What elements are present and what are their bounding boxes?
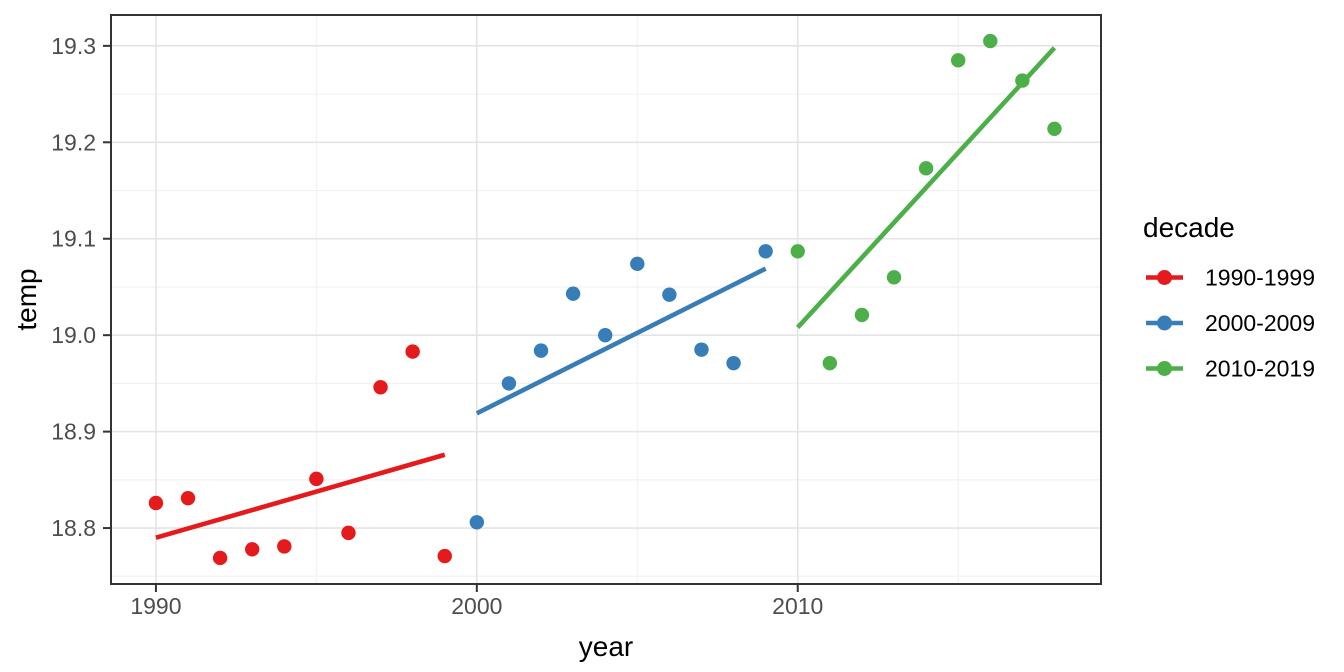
data-point <box>277 539 292 554</box>
data-point <box>597 327 613 343</box>
gridlines-major <box>111 15 1101 584</box>
data-point <box>437 548 452 564</box>
data-point <box>244 542 260 557</box>
axis-tick-labels: 1990 2000 2010 18.8 18.9 19.0 19.1 19.2 19.3 <box>51 33 823 619</box>
data-point <box>854 307 870 323</box>
legend-key-dot <box>1157 315 1172 331</box>
data-point <box>790 244 805 259</box>
legend-key-dot <box>1157 270 1172 285</box>
y-tick-label: 19.1 <box>51 226 96 252</box>
y-tick-label: 19.3 <box>51 33 96 59</box>
trend-line <box>155 452 446 540</box>
series-2000-2009 <box>469 244 773 530</box>
data-point <box>983 33 998 49</box>
legend-key-dot <box>1157 361 1172 376</box>
data-point <box>1047 121 1062 136</box>
data-point <box>886 270 902 285</box>
trend-line <box>475 266 767 416</box>
gridlines-minor <box>111 15 1101 584</box>
legend-entry-label: 2000-2009 <box>1205 310 1315 336</box>
data-point <box>694 342 709 357</box>
trend-line <box>796 46 1057 330</box>
x-tick-label: 2010 <box>772 593 823 619</box>
data-point <box>469 515 485 530</box>
x-tick-label: 2000 <box>451 593 502 619</box>
y-tick-label: 18.8 <box>51 515 96 541</box>
data-point <box>309 471 324 487</box>
data-point <box>373 380 388 395</box>
data-point <box>341 525 356 541</box>
series-layer <box>148 33 1062 566</box>
x-axis-title: year <box>579 631 633 662</box>
legend-entry-2000-2009: 2000-2009 <box>1146 310 1315 336</box>
y-tick-label: 19.2 <box>51 129 96 155</box>
legend-title: decade <box>1143 212 1235 243</box>
data-point <box>758 244 773 259</box>
data-point <box>565 286 581 301</box>
series-1990-1999 <box>148 344 452 566</box>
data-point <box>950 53 966 68</box>
y-axis-title: temp <box>11 268 42 330</box>
data-point <box>918 161 934 176</box>
data-point <box>501 376 517 391</box>
data-point <box>212 550 228 566</box>
legend: decade 1990-1999 2000-2009 2010-2019 <box>1143 212 1315 382</box>
data-point <box>630 256 645 272</box>
panel-border <box>110 14 1102 585</box>
data-point <box>180 490 196 506</box>
legend-entries: 1990-1999 2000-2009 2010-2019 <box>1146 265 1315 382</box>
y-tick-label: 18.9 <box>51 419 96 445</box>
data-point <box>726 355 741 371</box>
axis-tick-marks <box>103 44 799 592</box>
data-point <box>405 344 420 359</box>
series-2010-2019 <box>790 33 1062 371</box>
data-point <box>662 287 677 302</box>
data-point <box>148 495 164 511</box>
legend-entry-2010-2019: 2010-2019 <box>1146 356 1315 382</box>
data-point <box>822 355 838 371</box>
legend-entry-label: 2010-2019 <box>1205 356 1315 382</box>
x-tick-label: 1990 <box>130 593 181 619</box>
data-point <box>533 343 549 358</box>
legend-entry-1990-1999: 1990-1999 <box>1146 265 1315 291</box>
legend-entry-label: 1990-1999 <box>1205 265 1315 291</box>
y-tick-label: 19.0 <box>51 322 96 348</box>
